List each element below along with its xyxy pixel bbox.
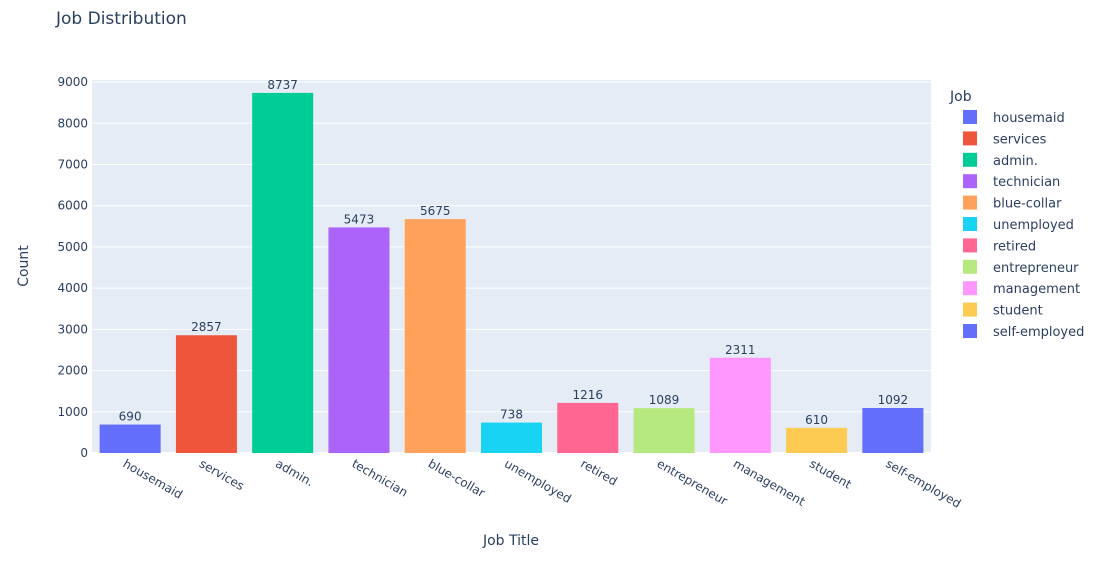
bars — [99, 92, 924, 453]
x-axis-title: Job Title — [482, 533, 539, 549]
y-axis-title: Count — [16, 245, 32, 287]
legend-swatch — [963, 217, 977, 231]
legend-label: housemaid — [993, 111, 1065, 126]
bar-value-label: 690 — [119, 410, 142, 424]
bar-value-label: 738 — [500, 408, 523, 422]
x-tick-label: technician — [349, 456, 410, 499]
x-tick-label: student — [807, 456, 854, 491]
y-tick-label: 0 — [80, 446, 88, 460]
legend-label: self-employed — [993, 325, 1084, 340]
legend: Job housemaid services admin. technician blu… — [949, 89, 1084, 340]
bar-value-label: 5473 — [344, 212, 375, 226]
legend-label: student — [993, 304, 1043, 319]
chart-title: Job Distribution — [55, 9, 187, 29]
bar[interactable] — [557, 402, 619, 453]
legend-swatch — [963, 152, 977, 167]
legend-swatch — [963, 131, 977, 146]
legend-item[interactable]: self-employed — [963, 324, 1084, 340]
bar-value-label: 2857 — [191, 320, 222, 334]
legend-swatch — [963, 195, 977, 210]
bar[interactable] — [786, 427, 848, 453]
bar-value-label: 610 — [805, 413, 828, 427]
legend-item[interactable]: admin. — [963, 152, 1038, 169]
y-tick-label: 8000 — [57, 116, 88, 130]
legend-swatch — [963, 238, 977, 253]
x-tick-label: self-employed — [883, 456, 963, 510]
legend-swatch — [963, 324, 977, 338]
bar-value-label: 5675 — [420, 204, 451, 218]
y-tick-label: 6000 — [57, 199, 88, 213]
x-tick-label: unemployed — [502, 456, 574, 505]
legend-item[interactable]: student — [963, 302, 1043, 319]
legend-swatch — [963, 110, 977, 124]
bar[interactable] — [175, 335, 237, 453]
legend-label: retired — [993, 239, 1036, 254]
x-tick-label: blue-collar — [426, 456, 488, 500]
x-tick-label: management — [731, 456, 808, 508]
legend-label: blue-collar — [993, 197, 1062, 212]
x-axis-ticks: housemaid services admin. technician blue-co… — [121, 456, 964, 510]
legend-swatch — [963, 302, 977, 317]
legend-label: management — [993, 282, 1080, 297]
bar-value-label: 8737 — [267, 78, 298, 92]
legend-item[interactable]: management — [963, 281, 1080, 297]
legend-label: admin. — [993, 154, 1038, 169]
legend-item[interactable]: services — [963, 131, 1047, 147]
legend-label: services — [993, 132, 1047, 147]
bar-value-label: 1216 — [572, 388, 603, 402]
bar[interactable] — [99, 424, 161, 453]
y-tick-label: 9000 — [57, 75, 88, 89]
bar[interactable] — [862, 407, 924, 453]
legend-item[interactable]: retired — [963, 238, 1036, 254]
legend-title: Job — [949, 89, 972, 105]
y-tick-label: 3000 — [57, 322, 88, 336]
legend-swatch — [963, 281, 977, 296]
y-tick-label: 7000 — [57, 157, 88, 171]
bar[interactable] — [709, 357, 771, 453]
legend-label: technician — [993, 175, 1060, 190]
bar-value-label: 2311 — [725, 343, 756, 357]
bar-value-label: 1089 — [649, 393, 680, 407]
y-axis-ticks: 0 1000 2000 3000 4000 5000 6000 7000 8000 9000 — [57, 75, 88, 460]
x-tick-label: services — [197, 456, 247, 493]
legend-item[interactable]: housemaid — [963, 110, 1065, 126]
legend-item[interactable]: technician — [963, 174, 1060, 190]
x-tick-label: entrepreneur — [655, 456, 730, 508]
y-tick-label: 1000 — [57, 405, 88, 419]
legend-item[interactable]: blue-collar — [963, 195, 1062, 212]
y-tick-label: 5000 — [57, 240, 88, 254]
x-tick-label: housemaid — [121, 456, 185, 501]
bar[interactable] — [480, 422, 543, 453]
bar[interactable] — [328, 227, 390, 453]
bar[interactable] — [633, 408, 695, 453]
x-tick-label: admin. — [273, 456, 316, 489]
y-tick-label: 4000 — [57, 281, 88, 295]
bar[interactable] — [252, 92, 314, 453]
legend-item[interactable]: unemployed — [963, 217, 1074, 233]
legend-item[interactable]: entrepreneur — [963, 259, 1079, 276]
x-tick-label: retired — [578, 456, 619, 488]
y-tick-label: 2000 — [57, 364, 88, 378]
legend-label: entrepreneur — [993, 261, 1079, 276]
bar[interactable] — [404, 219, 466, 453]
legend-label: unemployed — [993, 218, 1074, 233]
bar-value-label: 1092 — [878, 393, 909, 407]
legend-swatch — [963, 174, 977, 189]
bar-labels: 690 2857 8737 5473 5675 738 1216 1089 2311 610 109… — [119, 78, 908, 427]
legend-swatch — [963, 259, 977, 274]
